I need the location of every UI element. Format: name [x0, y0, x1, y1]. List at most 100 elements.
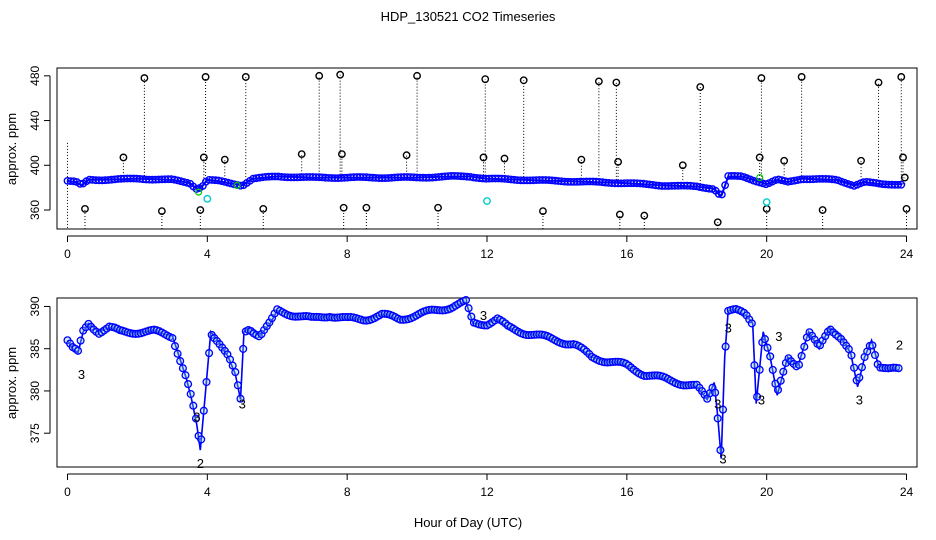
flag2-point [233, 181, 241, 189]
spike-point [594, 77, 603, 86]
top-x-tick-label: 20 [760, 247, 774, 261]
spike-point [500, 154, 509, 163]
top-axis-ticks: 0 4 8 12 16 20 24 360 400 440 480 [28, 65, 913, 261]
bottom-y-tick-label: 390 [28, 296, 42, 316]
spike-point [336, 70, 345, 79]
spike-point [81, 204, 89, 213]
top-y-tick-label: 480 [28, 65, 42, 85]
bottom-series-point [239, 344, 248, 353]
bottom-series-point [870, 350, 880, 360]
spike-point [615, 210, 624, 219]
figure-title: HDP_130521 CO2 Timeseries [381, 9, 556, 24]
bottom-series-point [181, 371, 190, 380]
bottom-series-point [184, 380, 193, 389]
bottom-series-point [257, 330, 266, 339]
bottom-y-tick-label: 375 [28, 423, 42, 443]
bottom-series-point [170, 342, 180, 351]
spike-point [196, 206, 205, 214]
bottom-series-point [233, 381, 242, 390]
spike-point [339, 203, 348, 212]
spike-point [897, 73, 906, 81]
spike-point [362, 203, 371, 212]
spike-point [797, 73, 806, 81]
annotation-3: 3 [775, 329, 782, 344]
bottom-y-axis-label: approx. ppm [4, 347, 19, 419]
bottom-series-point [168, 333, 177, 343]
spike-point [614, 158, 622, 166]
top-main-point [69, 177, 78, 186]
top-x-tick-label: 0 [64, 247, 71, 261]
bottom-series-point [750, 361, 759, 370]
spike-point [713, 218, 722, 227]
bottom-series-point [794, 360, 804, 369]
cyan-point [203, 194, 212, 203]
annotation-3: 3 [480, 308, 487, 323]
bottom-axis-ticks: 0 4 8 12 16 20 24 375 380 385 390 [28, 296, 913, 499]
top-main-point [897, 180, 906, 189]
spike-point [874, 78, 883, 87]
top-y-tick-label: 360 [28, 200, 42, 220]
spike-point [640, 211, 649, 220]
top-y-tick-label: 400 [28, 155, 42, 175]
bottom-series-point [779, 367, 788, 376]
bottom-series-point [742, 311, 751, 320]
bottom-series-point [265, 318, 274, 327]
bottom-series-point [773, 385, 783, 394]
bottom-series-point [205, 349, 214, 358]
spike-point [140, 74, 149, 82]
cyan-point [762, 198, 771, 207]
top-y-tick-label: 440 [28, 110, 42, 130]
bottom-series-point [189, 401, 198, 410]
bottom-series-point [173, 349, 182, 358]
bottom-series-point [76, 336, 85, 345]
bottom-series-point [716, 446, 725, 455]
bottom-series-point [197, 435, 206, 444]
spike-point [857, 156, 865, 165]
flag2-point [194, 188, 203, 196]
bottom-series-point [711, 388, 720, 397]
bottom-series-point [231, 368, 240, 377]
annotation-3: 3 [856, 392, 863, 407]
top-main-point [721, 181, 729, 190]
bottom-series-point [755, 365, 764, 374]
top-y-axis-label: approx. ppm [4, 113, 19, 185]
bottom-series-point [857, 363, 866, 372]
top-main-point [894, 180, 902, 189]
spike-point [481, 75, 490, 84]
spike-point [479, 153, 488, 162]
spike-point [519, 76, 528, 85]
bottom-series-point [894, 364, 903, 373]
top-spike-lines [66, 74, 908, 229]
spike-point [297, 150, 306, 158]
bottom-series-point [776, 376, 785, 385]
spike-point [678, 161, 687, 170]
top-main-point [714, 190, 723, 198]
bottom-series-point [847, 351, 856, 360]
spike-point [577, 155, 586, 164]
spike-point [402, 151, 411, 160]
spike-point [259, 204, 268, 213]
bottom-series-point [768, 365, 777, 374]
bottom-series-point [850, 363, 859, 372]
bottom-x-tick-label: 4 [204, 485, 211, 499]
bottom-series-point [753, 392, 762, 401]
annotation-3: 3 [193, 409, 200, 424]
spike-point [434, 203, 442, 212]
bottom-x-tick-label: 0 [64, 485, 71, 499]
bottom-series-point [713, 414, 722, 423]
bottom-series-point [800, 342, 809, 351]
spike-point [612, 78, 621, 87]
annotation-3: 3 [758, 392, 765, 407]
top-x-tick-label: 12 [480, 247, 494, 261]
spike-point [220, 155, 229, 164]
bottom-series-point [236, 394, 245, 403]
spike-point [899, 153, 907, 162]
spike-point [696, 83, 705, 91]
annotation-3: 3 [719, 452, 726, 467]
top-panel: 0 4 8 12 16 20 24 360 400 440 480 approx. ppm [4, 65, 918, 261]
bottom-series-point [176, 357, 185, 366]
top-x-tick-label: 8 [344, 247, 351, 261]
spike-point [199, 153, 208, 162]
spike-point [241, 73, 250, 81]
